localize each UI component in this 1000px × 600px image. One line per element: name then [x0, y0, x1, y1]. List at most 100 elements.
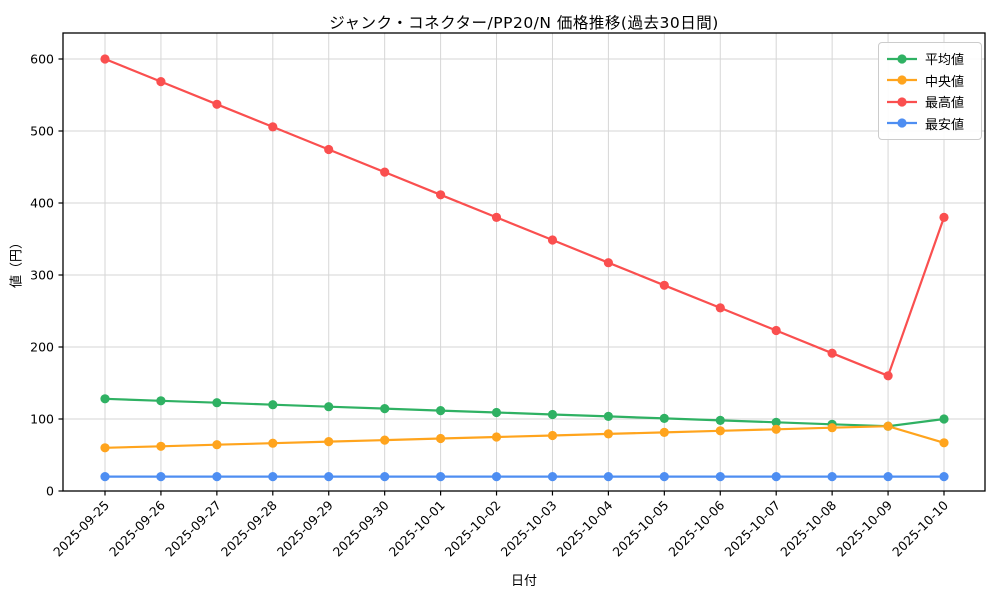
series-median-marker [436, 433, 446, 444]
legend-marker [897, 118, 907, 128]
series-min-marker [156, 472, 166, 482]
x-tick-label: 2025-09-26 [106, 497, 168, 559]
series-max-line [103, 57, 946, 377]
x-tick-label: 2025-10-06 [665, 497, 727, 559]
series-average-marker [715, 415, 725, 425]
legend-marker [897, 75, 907, 85]
axis-ticks: 01002003004005006002025-09-252025-09-262… [30, 52, 951, 560]
series-median-marker [715, 426, 725, 436]
series-average-marker [324, 402, 334, 412]
x-tick-label: 2025-10-07 [721, 498, 783, 560]
series-max-marker [715, 303, 725, 313]
series-median-marker [771, 424, 781, 434]
x-tick-label: 2025-09-25 [50, 498, 112, 560]
x-tick-label: 2025-10-03 [498, 498, 560, 560]
y-tick-label: 200 [30, 340, 54, 355]
x-tick-label: 2025-09-29 [274, 497, 336, 559]
x-tick-label: 2025-10-04 [554, 497, 616, 559]
series-min-marker [212, 472, 222, 482]
series-average-marker [212, 398, 222, 408]
series-max-marker [883, 371, 893, 381]
x-tick-label: 2025-10-01 [386, 498, 448, 560]
series-min-marker [827, 472, 837, 482]
series-median-marker [939, 438, 949, 448]
legend-entry-min: 最安値 [886, 113, 974, 135]
series-median-line [103, 425, 946, 449]
series-average-line [103, 397, 946, 428]
series-average-marker [771, 417, 781, 427]
series-average-marker [547, 409, 558, 420]
series-min-marker [491, 472, 502, 482]
x-tick-label: 2025-10-09 [833, 497, 895, 559]
series-max-marker [547, 235, 558, 245]
series-min-marker [771, 472, 781, 482]
series-average-marker [100, 394, 110, 404]
series-median-marker [491, 432, 502, 442]
legend-label-max: 最高値 [925, 96, 965, 112]
y-tick-label: 300 [30, 268, 54, 283]
plot-frame [62, 32, 986, 492]
series-median-marker [659, 427, 669, 437]
series-median-marker [212, 440, 222, 450]
series-average-marker [603, 411, 614, 421]
series-min-marker [547, 472, 558, 482]
series-min-marker [324, 472, 334, 482]
grid-lines [63, 33, 985, 492]
series-min [100, 472, 949, 482]
series-median-marker [883, 421, 893, 431]
x-tick-label: 2025-09-30 [330, 497, 392, 559]
series-average-marker [156, 396, 166, 406]
legend-line-icon [887, 75, 917, 85]
legend-label-average: 平均値 [925, 53, 965, 69]
series-median-marker [268, 438, 278, 448]
y-tick-label: 0 [46, 484, 54, 499]
series-max-marker [324, 144, 334, 155]
series-median-marker [100, 443, 110, 453]
series-max-marker [771, 325, 781, 336]
series-average-marker [380, 404, 390, 414]
y-tick-label: 400 [30, 196, 54, 211]
series-min-marker [715, 472, 725, 482]
series-median-marker [324, 437, 334, 447]
series-max-marker [100, 54, 110, 64]
x-tick-label: 2025-10-02 [442, 498, 504, 560]
legend-line-icon [887, 54, 917, 64]
chart-title: ジャンク・コネクター/PP20/N 価格推移(過去30日間) [329, 14, 719, 32]
series-max-marker [491, 212, 502, 222]
series-min-marker [603, 472, 614, 482]
x-tick-label: 2025-10-10 [889, 497, 951, 559]
legend-entry-median: 中央値 [886, 70, 974, 92]
legend-entry-average: 平均値 [886, 48, 974, 70]
series-median-marker [156, 441, 166, 451]
series-median-marker [603, 429, 614, 439]
series-max [100, 54, 949, 381]
series-average-marker [491, 407, 502, 418]
series-min-marker [659, 472, 669, 482]
series-median-marker [380, 435, 390, 445]
series-min-marker [939, 472, 949, 482]
legend-marker [897, 54, 907, 64]
series-max-marker [659, 280, 669, 290]
series-min-marker [380, 472, 390, 482]
series-max-marker [436, 190, 446, 200]
legend-entry-max: 最高値 [886, 91, 974, 113]
series-average-marker [268, 400, 278, 410]
series-min-marker [100, 472, 110, 482]
series-average [100, 394, 949, 431]
series-median [100, 421, 949, 453]
series-average-marker [659, 413, 669, 423]
series-median-marker [547, 430, 558, 441]
y-tick-label: 100 [30, 412, 54, 427]
series-min-marker [883, 472, 893, 482]
series-min-marker [268, 472, 278, 482]
legend-line-icon [887, 118, 917, 128]
legend: 平均値中央値最高値 最安値 [878, 42, 982, 140]
legend-label-median: 中央値 [925, 74, 965, 90]
y-tick-label: 600 [30, 52, 54, 67]
series-max-marker [156, 77, 166, 87]
x-tick-label: 2025-09-27 [162, 498, 224, 560]
series-max-marker [603, 258, 614, 268]
x-tick-label: 2025-10-08 [777, 497, 839, 559]
